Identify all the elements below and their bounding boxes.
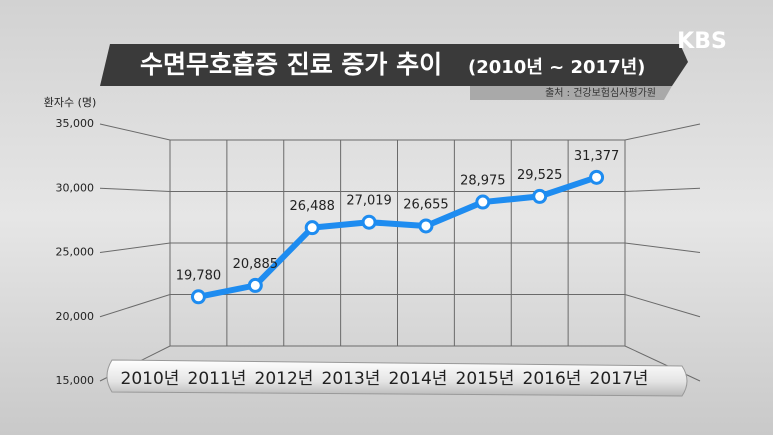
x-tick-label: 2016년 <box>523 369 582 389</box>
data-label: 20,885 <box>233 257 279 272</box>
chart-title: 수면무호흡증 진료 증가 추이 <box>140 50 442 79</box>
data-point <box>247 277 263 293</box>
data-label: 27,019 <box>346 194 392 209</box>
x-tick-label: 2013년 <box>322 369 381 389</box>
x-tick-label: 2011년 <box>188 369 247 389</box>
chart-subtitle: (2010년 ~ 2017년) <box>468 57 645 78</box>
data-point <box>475 194 491 210</box>
data-point <box>589 169 605 185</box>
labels: 15,000 20,000 25,000 30,000 35,000 2010년 2011년… <box>56 117 649 389</box>
data-label: 26,655 <box>403 197 449 212</box>
data-label: 19,780 <box>176 268 222 283</box>
x-tick-label: 2014년 <box>389 369 448 389</box>
data-point <box>361 214 377 230</box>
x-tick-label: 2017년 <box>590 369 649 389</box>
data-label: 26,488 <box>289 199 335 214</box>
data-point <box>304 220 320 236</box>
y-tick-label: 15,000 <box>56 374 95 387</box>
category-ribbon <box>106 359 688 397</box>
title-banner <box>100 44 688 86</box>
y-axis-label: 환자수 (명) <box>44 96 97 109</box>
y-tick-label: 35,000 <box>56 117 95 130</box>
series: 19,780 20,885 26,488 27,019 26,655 28,975 29,5… <box>176 149 620 305</box>
logo: KBS <box>677 29 727 54</box>
source: 출처 : 건강보험심사평가원 <box>545 87 656 99</box>
series-line <box>197 174 598 300</box>
x-tick-label: 2010년 <box>121 369 180 389</box>
data-point <box>532 188 548 204</box>
data-point <box>190 289 206 305</box>
x-tick-label: 2012년 <box>255 369 314 389</box>
grid <box>99 123 701 382</box>
data-label: 31,377 <box>574 149 620 164</box>
data-label: 29,525 <box>517 168 563 183</box>
source-banner <box>470 86 672 100</box>
data-point <box>418 218 434 234</box>
data-label: 28,975 <box>460 174 506 189</box>
y-tick-label: 20,000 <box>56 310 95 323</box>
y-tick-label: 30,000 <box>56 181 95 194</box>
x-tick-label: 2015년 <box>456 369 515 389</box>
y-tick-label: 25,000 <box>56 246 95 259</box>
